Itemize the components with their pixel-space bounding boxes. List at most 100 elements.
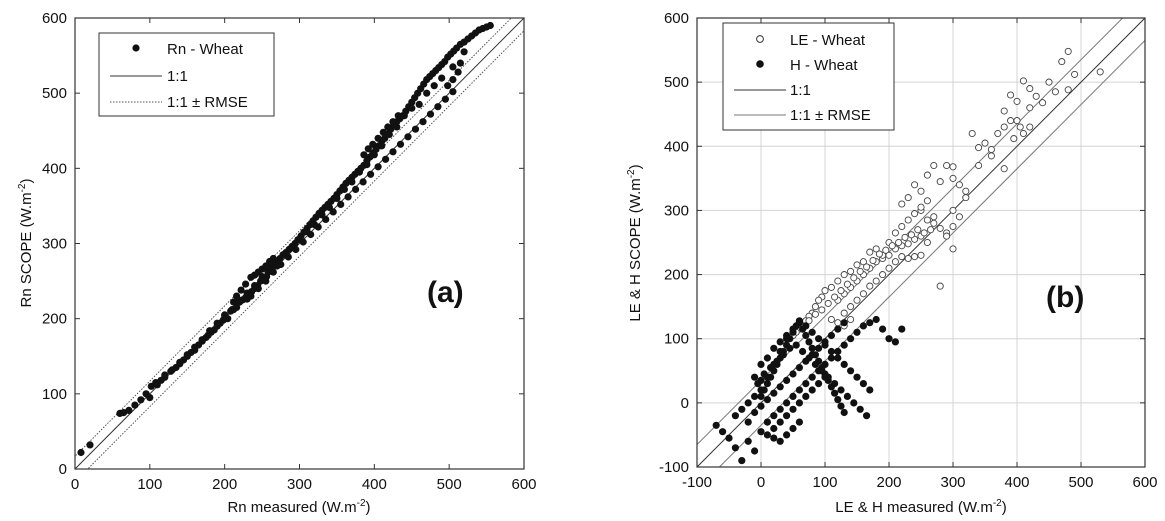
data-point-le [923,238,931,247]
data-point-le [1071,70,1079,78]
data-point-le [923,216,931,224]
x-tick-label: 100 [812,474,837,491]
data-point-le [1016,123,1024,131]
data-point-le [847,315,855,324]
data-point-h [840,408,848,417]
data-point-le [955,213,963,221]
y-tick-label: 400 [42,160,67,177]
x-tick-label: 500 [437,476,462,493]
data-point-le [920,229,928,237]
data-point-le [981,139,989,147]
y-tick-label: 600 [42,10,67,27]
data-point-le [1019,129,1027,138]
data-point-h [795,364,804,372]
data-point-le [975,161,983,170]
data-point-h [744,399,752,407]
data-point-le [987,152,995,160]
data-point-rn [415,100,423,108]
data-point-le [831,293,839,301]
data-point-le [815,296,823,304]
data-point-le [930,213,938,221]
data-point-le [968,129,976,138]
data-point-h [789,370,797,378]
data-point-rn [363,161,371,169]
data-point-rn [352,185,360,193]
reference-lines-a [75,18,524,469]
data-point-le [866,282,874,290]
data-point-h [789,325,797,333]
data-point-le [898,222,906,231]
data-point-le [856,267,864,275]
data-point-le [943,232,951,240]
data-point-h [776,437,784,445]
one-to-one-line [697,18,1145,467]
data-point-rn [408,104,416,112]
data-point-rn [389,148,397,156]
data-point-h [815,344,823,352]
data-point-h [872,315,880,324]
data-point-le [840,271,848,279]
data-point-le [936,224,944,232]
data-point-le [898,253,906,261]
data-point-rn [262,277,270,285]
data-point-le [901,233,909,241]
data-point-h [776,405,784,413]
data-point-rn [434,103,442,111]
data-point-h [751,373,759,381]
data-point-le [943,161,951,170]
data-point-h [805,338,813,346]
data-point-h [731,412,740,420]
data-point-h [866,386,874,394]
y-tick-label: 200 [42,311,67,328]
data-point-rn [449,88,457,96]
data-point-le [863,263,871,271]
data-point-le [898,200,906,208]
data-point-le [907,231,915,239]
data-point-le [827,283,835,291]
data-point-le [917,251,925,259]
data-point-rn [333,194,341,202]
data-point-le [936,282,944,290]
y-tick-label: 0 [681,395,689,412]
data-point-rn [389,118,397,126]
data-point-h [795,386,804,394]
data-point-rn [247,292,255,300]
data-point-le [1051,88,1059,96]
data-point-h [827,331,836,340]
data-point-le [853,261,861,269]
x-tick-label: 200 [212,476,237,493]
x-tick-label: 200 [876,474,901,491]
data-point-rn [176,358,184,366]
data-point-le [818,306,826,314]
data-point-h [770,434,778,442]
data-point-le [949,174,957,182]
data-point-le [917,187,925,195]
data-point-rn [131,401,139,409]
data-point-rn [486,21,494,30]
data-point-h [847,335,855,343]
data-point-h [831,389,839,397]
data-point-le [1013,117,1021,125]
data-point-rn [146,394,154,402]
data-point-le [1026,123,1034,131]
legend-label-rmse-a: 1:1 ± RMSE [167,94,248,111]
data-point-h [815,335,823,343]
data-point-rn [153,381,161,389]
data-point-h [827,347,836,356]
data-point-rn [254,285,262,293]
data-point-le [1019,77,1027,85]
data-point-rn [307,230,315,239]
data-point-h [763,396,772,404]
data-point-h [834,396,842,404]
data-point-h [757,376,765,384]
data-point-rn [213,319,221,327]
data-point-h [799,347,807,356]
data-point-le [962,194,970,202]
data-point-le [1007,91,1015,99]
y-tick-label: 500 [664,74,689,91]
data-point-rn [404,133,412,141]
legend-marker-le [756,35,764,43]
data-point-le [805,317,813,325]
data-point-rn [379,128,387,136]
data-point-h [779,351,788,359]
